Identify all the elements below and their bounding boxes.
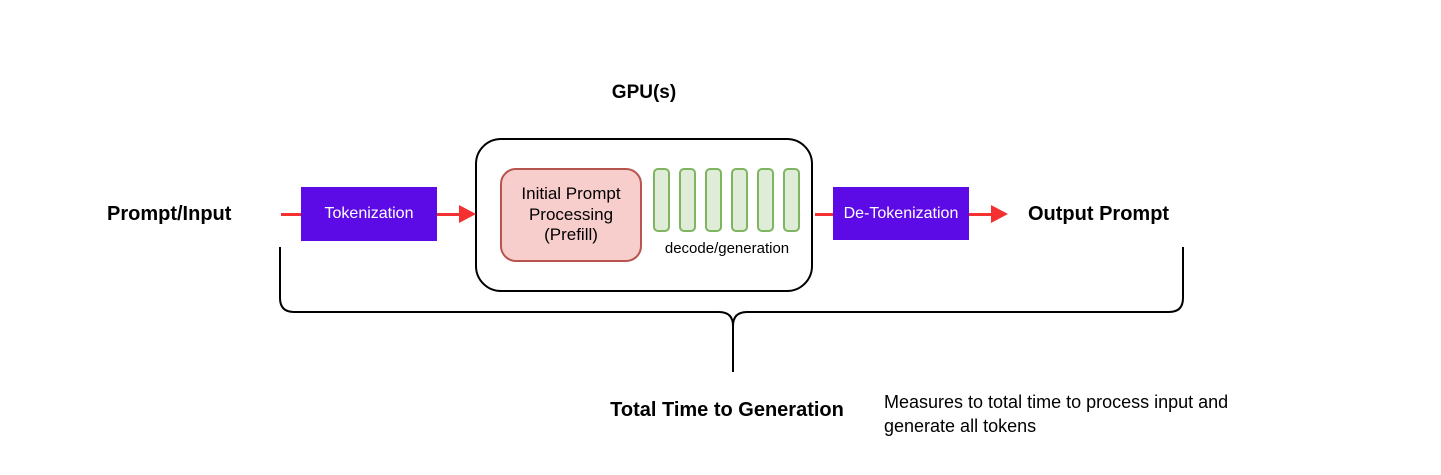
gpu-title: GPU(s) <box>611 82 677 103</box>
prefill-label: Initial Prompt Processing (Prefill) <box>521 183 621 245</box>
token-bar <box>731 168 748 232</box>
output-prompt-label: Output Prompt <box>1028 203 1170 225</box>
token-bar <box>757 168 774 232</box>
gpu-box: Initial Prompt Processing (Prefill) deco… <box>475 138 813 292</box>
detokenization-node: De-Tokenization <box>833 187 969 240</box>
arrow-right-icon <box>459 205 476 223</box>
detokenization-label: De-Tokenization <box>843 204 959 222</box>
total-time-label: Total Time to Generation <box>610 399 844 421</box>
connector-tokenization-to-gpu <box>437 213 460 216</box>
decode-token-bars <box>653 168 800 232</box>
token-bar <box>653 168 670 232</box>
tokenization-node: Tokenization <box>301 187 437 241</box>
token-bar <box>679 168 696 232</box>
arrow-right-icon <box>991 205 1008 223</box>
token-bar <box>783 168 800 232</box>
decode-caption: decode/generation <box>664 240 790 257</box>
token-bar <box>705 168 722 232</box>
prefill-node: Initial Prompt Processing (Prefill) <box>500 168 642 262</box>
total-time-note: Measures to total time to process input … <box>884 392 1229 436</box>
connector-input-to-tokenization <box>281 213 301 216</box>
tokenization-label: Tokenization <box>324 205 414 222</box>
prompt-input-label: Prompt/Input <box>107 203 232 225</box>
connector-gpu-to-detokenization <box>815 213 833 216</box>
connector-detokenization-to-output <box>969 213 992 216</box>
